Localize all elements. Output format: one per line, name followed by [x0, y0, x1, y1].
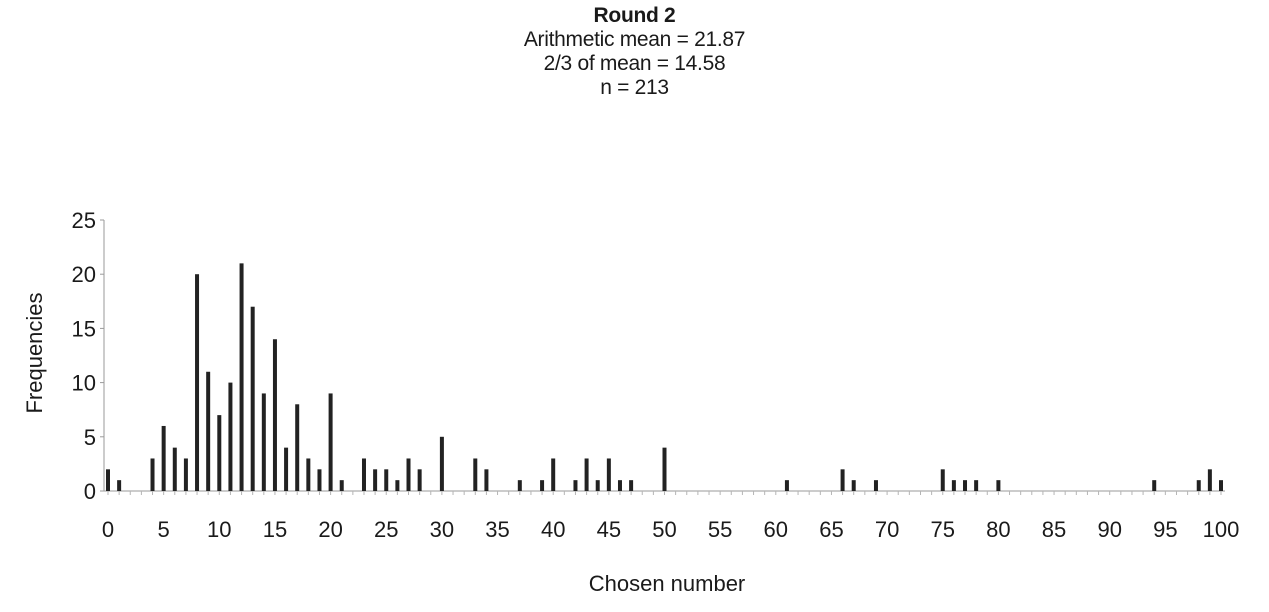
bar — [940, 469, 945, 491]
bar — [295, 404, 300, 491]
bar — [361, 458, 366, 491]
bar — [584, 458, 589, 491]
bar — [439, 436, 444, 491]
x-tick-label: 70 — [875, 517, 899, 542]
chart-titles: Round 2 Arithmetic mean = 21.87 2/3 of m… — [0, 4, 1269, 100]
bar — [339, 480, 344, 491]
bar — [306, 458, 311, 491]
x-axis-label: Chosen number — [589, 571, 746, 596]
y-axis-label: Frequencies — [22, 292, 47, 413]
x-tick-label: 40 — [541, 517, 565, 542]
x-tick-label: 80 — [986, 517, 1010, 542]
bar — [228, 382, 233, 491]
bar — [484, 469, 489, 491]
x-tick-label: 95 — [1153, 517, 1177, 542]
x-tick-label: 75 — [931, 517, 955, 542]
bar — [272, 339, 277, 491]
y-tick-label: 15 — [72, 316, 96, 341]
bar — [1219, 480, 1223, 491]
x-tick-label: 35 — [485, 517, 509, 542]
bar — [206, 371, 211, 491]
bar — [573, 480, 578, 491]
x-tick-label: 85 — [1042, 517, 1066, 542]
bars — [106, 263, 1223, 491]
bar — [629, 480, 634, 491]
x-tick-label: 20 — [318, 517, 342, 542]
x-tick-label: 5 — [158, 517, 170, 542]
bar — [328, 393, 333, 491]
x-tick-label: 15 — [263, 517, 287, 542]
x-tick-label: 45 — [597, 517, 621, 542]
y-tick-label: 5 — [84, 425, 96, 450]
x-tick-label: 65 — [819, 517, 843, 542]
chart-title: Round 2 — [593, 4, 676, 27]
chart-subtitle-mean: Arithmetic mean = 21.87 — [523, 28, 746, 51]
bar — [161, 425, 166, 491]
bar — [106, 469, 110, 491]
bar — [784, 480, 789, 491]
x-tick-label: 100 — [1203, 517, 1240, 542]
bar — [1152, 480, 1157, 491]
bar — [406, 458, 411, 491]
bar — [617, 480, 622, 491]
bar — [317, 469, 322, 491]
bar — [606, 458, 611, 491]
bar — [261, 393, 266, 491]
bar — [195, 274, 200, 491]
bar — [951, 480, 956, 491]
bar — [1196, 480, 1201, 491]
bar — [473, 458, 478, 491]
bar — [873, 480, 878, 491]
bar — [551, 458, 556, 491]
bar — [595, 480, 600, 491]
bar — [373, 469, 378, 491]
bar — [851, 480, 856, 491]
bar — [517, 480, 522, 491]
bar — [417, 469, 422, 491]
bar — [217, 415, 222, 491]
y-axis: 0 5 10 15 20 25 — [72, 208, 105, 504]
bar — [117, 480, 122, 491]
x-axis: 0 5 10 15 20 25 30 35 40 45 50 55 60 65 70 75 80 85 90 95 10… — [102, 490, 1240, 542]
bar — [840, 469, 845, 491]
bar — [384, 469, 389, 491]
y-tick-label: 0 — [84, 479, 96, 504]
bar — [172, 447, 177, 491]
chart-subtitle-two-thirds: 2/3 of mean = 14.58 — [543, 52, 726, 75]
bar — [395, 480, 400, 491]
x-tick-label: 55 — [708, 517, 732, 542]
x-tick-label: 10 — [207, 517, 231, 542]
x-tick-label: 50 — [652, 517, 676, 542]
bar — [974, 480, 979, 491]
y-tick-label: 25 — [72, 208, 96, 233]
bar — [540, 480, 545, 491]
bar — [1207, 469, 1212, 491]
bar — [150, 458, 155, 491]
bar — [239, 263, 244, 491]
chart-subtitle-n: n = 213 — [600, 76, 669, 99]
bar — [250, 306, 255, 491]
bar — [963, 480, 968, 491]
bar — [996, 480, 1001, 491]
y-tick-label: 20 — [72, 262, 96, 287]
x-tick-label: 0 — [102, 517, 114, 542]
x-tick-label: 60 — [764, 517, 788, 542]
bar — [662, 447, 667, 491]
y-tick-label: 10 — [72, 371, 96, 396]
bar — [183, 458, 188, 491]
bar — [284, 447, 289, 491]
x-tick-label: 30 — [430, 517, 454, 542]
x-tick-label: 90 — [1097, 517, 1121, 542]
x-tick-label: 25 — [374, 517, 398, 542]
